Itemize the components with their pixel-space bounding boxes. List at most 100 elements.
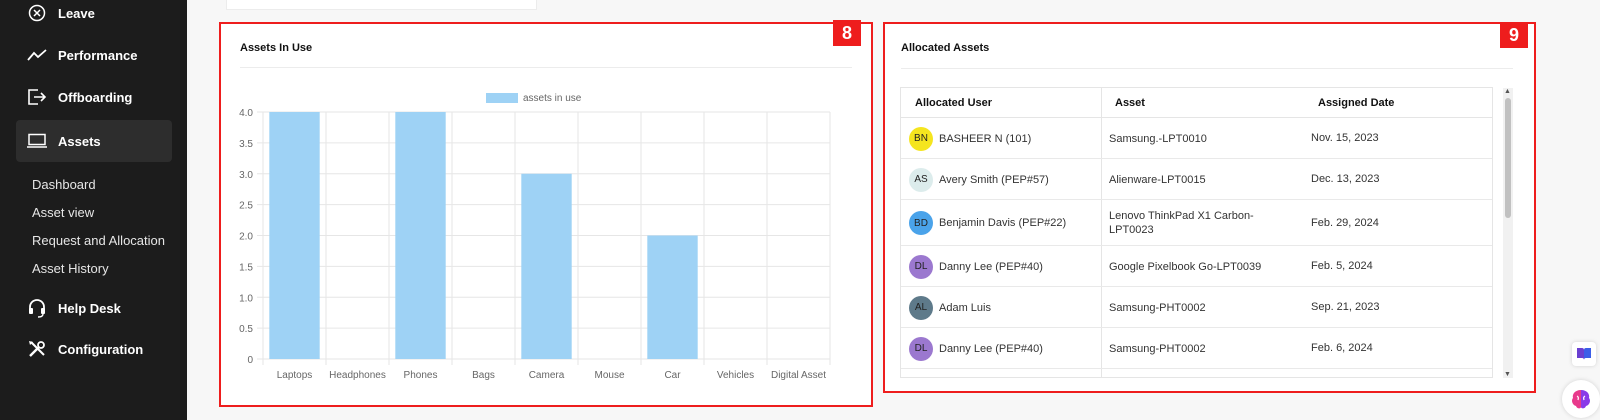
sidebar-subitem-asset-history[interactable]: Asset History bbox=[32, 261, 109, 276]
avatar: AS bbox=[909, 167, 933, 192]
trend-line-icon bbox=[26, 44, 48, 66]
avatar: DL bbox=[909, 336, 933, 361]
user-name: Danny Lee (PEP#40) bbox=[939, 342, 1043, 355]
cell-assigned-date: Sep. 21, 2023 bbox=[1311, 301, 1380, 313]
brain-icon[interactable] bbox=[1562, 380, 1600, 418]
sidebar-item-label: Configuration bbox=[58, 341, 144, 357]
cell-allocated-user: BD Benjamin Davis (PEP#22) bbox=[909, 211, 1066, 235]
scroll-up-icon[interactable]: ▲ bbox=[1504, 88, 1511, 95]
divider bbox=[901, 68, 1513, 69]
table-row[interactable]: AL Adam Luis Samsung-PHT0002 Sep. 21, 2023 bbox=[901, 287, 1492, 328]
book-icon[interactable] bbox=[1572, 342, 1596, 366]
table-scrollbar[interactable]: ▲ ▼ bbox=[1503, 88, 1513, 378]
legend-label: assets in use bbox=[523, 93, 582, 104]
cell-asset: Samsung-PHT0002 bbox=[1109, 302, 1206, 314]
sidebar-subitem-dashboard[interactable]: Dashboard bbox=[32, 177, 96, 192]
tools-icon bbox=[26, 338, 48, 360]
sidebar-item-label: Offboarding bbox=[58, 89, 133, 105]
column-header-date[interactable]: Assigned Date bbox=[1318, 97, 1395, 109]
x-tick-label: Mouse bbox=[594, 370, 624, 381]
panel-number-badge: 9 bbox=[1500, 22, 1528, 48]
cell-assigned-date: Nov. 15, 2023 bbox=[1311, 132, 1379, 144]
bar-phones bbox=[395, 112, 446, 359]
cell-asset: Samsung.-LPT0010 bbox=[1109, 133, 1207, 145]
cell-assigned-date: Feb. 29, 2024 bbox=[1311, 216, 1379, 229]
legend-swatch bbox=[486, 93, 518, 103]
cell-allocated-user: AL Adam Luis bbox=[909, 295, 991, 320]
cell-asset: Alienware-LPT0015 bbox=[1109, 174, 1206, 186]
y-tick-label: 3.0 bbox=[239, 170, 253, 181]
x-tick-label: Camera bbox=[529, 370, 565, 381]
column-divider bbox=[1101, 88, 1102, 377]
allocated-assets-title: Allocated Assets bbox=[901, 42, 990, 54]
table-row[interactable]: BD Benjamin Davis (PEP#22) Lenovo ThinkPad… bbox=[901, 200, 1492, 246]
table-header: Allocated User Asset Assigned Date bbox=[901, 88, 1492, 118]
cell-allocated-user: AS Avery Smith (PEP#57) bbox=[909, 167, 1049, 192]
user-name: Danny Lee (PEP#40) bbox=[939, 260, 1043, 273]
cell-assigned-date: Dec. 13, 2023 bbox=[1311, 173, 1380, 185]
assets-in-use-title: Assets In Use bbox=[240, 42, 313, 54]
table-row[interactable]: BN BASHEER N (101) Samsung.-LPT0010 Nov. 15… bbox=[901, 118, 1492, 159]
user-name: Adam Luis bbox=[939, 301, 991, 314]
bar-laptops bbox=[269, 112, 320, 359]
cell-assigned-date: Feb. 6, 2024 bbox=[1311, 342, 1373, 354]
sidebar-item-performance[interactable]: Performance bbox=[16, 35, 172, 75]
bar-camera bbox=[521, 173, 572, 359]
sidebar-item-configuration[interactable]: Configuration bbox=[16, 329, 172, 369]
y-tick-label: 0.5 bbox=[239, 324, 253, 335]
user-name: Avery Smith (PEP#57) bbox=[939, 173, 1049, 186]
x-tick-label: Digital Asset bbox=[771, 370, 826, 381]
sidebar-item-offboarding[interactable]: Offboarding bbox=[16, 77, 172, 117]
table-row[interactable]: AS Avery Smith (PEP#57) Alienware-LPT0015 D… bbox=[901, 159, 1492, 200]
user-name: BASHEER N (101) bbox=[939, 132, 1032, 145]
y-tick-label: 2.5 bbox=[239, 201, 253, 212]
cell-asset: Google Pixelbook Go-LPT0039 bbox=[1109, 261, 1262, 273]
sidebar-item-leave[interactable]: Leave bbox=[16, 0, 172, 33]
sidebar-item-label: Help Desk bbox=[58, 300, 121, 316]
summary-card bbox=[226, 0, 537, 10]
cell-asset: Samsung-PHT0002 bbox=[1109, 343, 1206, 355]
y-tick-label: 1.0 bbox=[239, 293, 253, 304]
cell-allocated-user: DL Danny Lee (PEP#40) bbox=[909, 336, 1043, 361]
cell-allocated-user: BN BASHEER N (101) bbox=[909, 126, 1032, 151]
user-name: Benjamin Davis (PEP#22) bbox=[939, 217, 1067, 229]
table-row[interactable]: DL Danny Lee (PEP#40) Google Pixelbook Go-… bbox=[901, 246, 1492, 287]
avatar: DL bbox=[909, 254, 933, 279]
allocated-assets-table: Allocated User Asset Assigned Date BN BAS… bbox=[900, 87, 1493, 378]
x-tick-label: Car bbox=[664, 370, 681, 381]
x-tick-label: Vehicles bbox=[717, 370, 754, 381]
y-tick-label: 4.0 bbox=[239, 108, 253, 119]
sidebar-item-help-desk[interactable]: Help Desk bbox=[16, 288, 172, 328]
laptop-icon bbox=[26, 130, 48, 152]
table-row[interactable]: DL Danny Lee (PEP#40) Samsung-PHT0002 Feb. … bbox=[901, 328, 1492, 369]
cell-allocated-user: DL Danny Lee (PEP#40) bbox=[909, 254, 1043, 279]
x-tick-label: Phones bbox=[404, 370, 438, 381]
y-tick-label: 0 bbox=[247, 355, 253, 366]
cell-assigned-date: Feb. 5, 2024 bbox=[1311, 260, 1373, 272]
panel-number-badge: 8 bbox=[833, 20, 861, 46]
bar-car bbox=[647, 235, 698, 359]
x-tick-label: Headphones bbox=[329, 370, 386, 381]
close-circle-icon bbox=[26, 2, 48, 24]
sidebar: Leave Performance Offboarding Assets Das… bbox=[0, 0, 187, 420]
avatar: BD bbox=[909, 211, 933, 235]
avatar: BN bbox=[909, 126, 933, 151]
y-tick-label: 3.5 bbox=[239, 139, 253, 150]
sidebar-item-label: Assets bbox=[58, 133, 101, 149]
scroll-thumb[interactable] bbox=[1505, 98, 1511, 218]
column-header-asset[interactable]: Asset bbox=[1115, 97, 1145, 109]
sidebar-item-label: Performance bbox=[58, 47, 138, 63]
scroll-down-icon[interactable]: ▼ bbox=[1504, 371, 1511, 378]
sidebar-item-assets[interactable]: Assets bbox=[16, 120, 172, 162]
headset-icon bbox=[26, 297, 48, 319]
column-header-user[interactable]: Allocated User bbox=[915, 97, 993, 109]
sidebar-subitem-request-allocation[interactable]: Request and Allocation bbox=[32, 233, 165, 248]
sidebar-item-label: Leave bbox=[58, 5, 95, 21]
x-tick-label: Bags bbox=[472, 370, 495, 381]
y-tick-label: 2.0 bbox=[239, 232, 253, 243]
cell-asset: Lenovo ThinkPad X1 Carbon-LPT0023 bbox=[1109, 210, 1254, 236]
y-tick-label: 1.5 bbox=[239, 262, 253, 273]
avatar: AL bbox=[909, 295, 933, 320]
sidebar-subitem-asset-view[interactable]: Asset view bbox=[32, 205, 95, 220]
